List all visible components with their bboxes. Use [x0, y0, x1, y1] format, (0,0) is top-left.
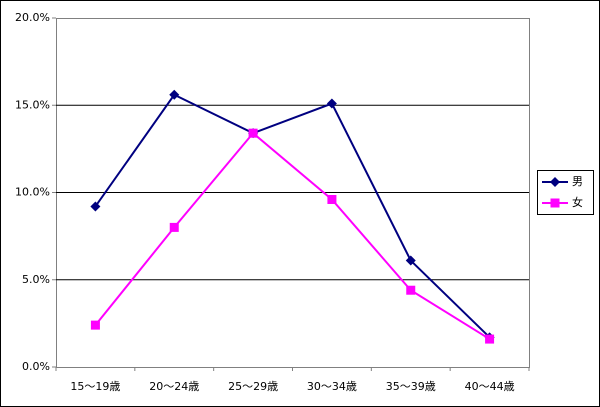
marker — [248, 128, 258, 138]
x-tick-label: 35～39歳 — [386, 380, 436, 393]
series-line — [94, 131, 491, 340]
legend-label: 男 — [572, 175, 583, 188]
y-tick-label: 10.0% — [15, 186, 50, 199]
marker — [550, 177, 560, 187]
marker — [550, 198, 560, 208]
marker — [326, 98, 337, 109]
legend-label: 女 — [572, 195, 583, 209]
marker — [485, 334, 495, 344]
y-tick-label: 15.0% — [15, 98, 50, 111]
y-tick-label: 5.0% — [22, 273, 50, 286]
x-tick-label: 25～29歳 — [228, 380, 278, 393]
marker — [90, 320, 100, 330]
x-tick-label: 40～44歳 — [465, 380, 515, 393]
marker — [90, 201, 101, 212]
marker — [327, 194, 337, 204]
x-tick-label: 30～34歳 — [307, 380, 357, 393]
marker — [169, 89, 180, 100]
y-tick-label: 0.0% — [22, 360, 50, 373]
marker — [169, 222, 179, 232]
x-tick-label: 20～24歳 — [149, 380, 199, 393]
y-tick-label: 20.0% — [15, 11, 50, 24]
legend — [537, 170, 594, 215]
marker — [405, 255, 416, 266]
x-tick-label: 15～19歳 — [70, 380, 120, 393]
marker — [406, 285, 416, 295]
series-line — [94, 93, 491, 339]
